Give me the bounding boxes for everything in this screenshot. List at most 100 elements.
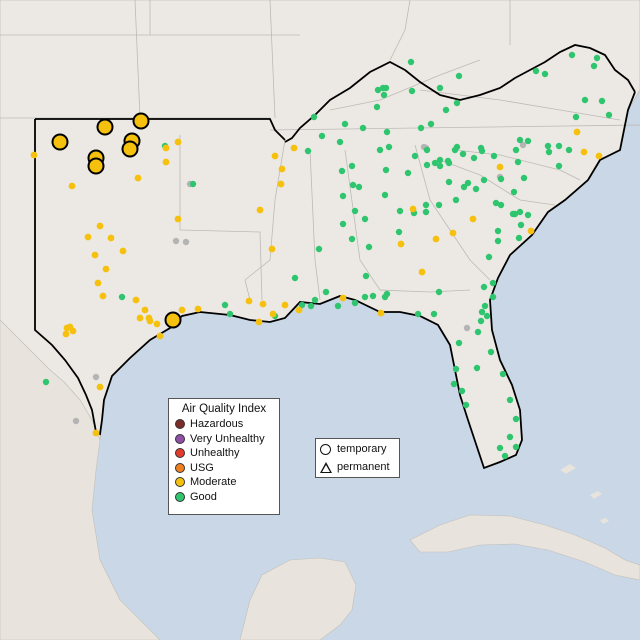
monitor-moderate[interactable] xyxy=(256,206,264,214)
monitor-good[interactable] xyxy=(338,167,346,175)
monitor-good[interactable] xyxy=(598,97,606,105)
monitor-good[interactable] xyxy=(382,84,390,92)
monitor-good[interactable] xyxy=(430,310,438,318)
monitor-good[interactable] xyxy=(221,301,229,309)
monitor-moderate[interactable] xyxy=(134,174,142,182)
monitor-good[interactable] xyxy=(374,86,382,94)
monitor-good[interactable] xyxy=(492,199,500,207)
monitor-good[interactable] xyxy=(462,401,470,409)
monitor-good[interactable] xyxy=(445,178,453,186)
monitor-good[interactable] xyxy=(376,146,384,154)
monitor-good[interactable] xyxy=(474,328,482,336)
monitor-good[interactable] xyxy=(341,120,349,128)
monitor-moderate-temporary[interactable] xyxy=(132,112,150,130)
monitor-good[interactable] xyxy=(322,288,330,296)
monitor-good[interactable] xyxy=(423,146,431,154)
monitor-good[interactable] xyxy=(435,201,443,209)
monitor-good[interactable] xyxy=(318,132,326,140)
monitor-moderate[interactable] xyxy=(277,180,285,188)
monitor-good[interactable] xyxy=(395,228,403,236)
monitor-good[interactable] xyxy=(417,124,425,132)
monitor-good[interactable] xyxy=(411,152,419,160)
monitor-moderate[interactable] xyxy=(573,128,581,136)
monitor-moderate[interactable] xyxy=(595,152,603,160)
monitor-good[interactable] xyxy=(452,365,460,373)
monitor-good[interactable] xyxy=(464,179,472,187)
monitor-moderate[interactable] xyxy=(99,292,107,300)
monitor-nodata[interactable] xyxy=(463,324,471,332)
monitor-moderate[interactable] xyxy=(146,317,154,325)
monitor-moderate[interactable] xyxy=(290,144,298,152)
monitor-moderate[interactable] xyxy=(68,182,76,190)
monitor-good[interactable] xyxy=(42,378,50,386)
monitor-moderate-temporary[interactable] xyxy=(87,157,105,175)
monitor-good[interactable] xyxy=(455,72,463,80)
monitor-good[interactable] xyxy=(473,364,481,372)
monitor-moderate-temporary[interactable] xyxy=(164,311,182,329)
monitor-good[interactable] xyxy=(512,146,520,154)
monitor-moderate[interactable] xyxy=(91,251,99,259)
monitor-good[interactable] xyxy=(452,196,460,204)
monitor-moderate[interactable] xyxy=(174,215,182,223)
monitor-good[interactable] xyxy=(514,158,522,166)
monitor-good[interactable] xyxy=(348,235,356,243)
monitor-moderate[interactable] xyxy=(84,233,92,241)
monitor-good[interactable] xyxy=(470,154,478,162)
monitor-moderate[interactable] xyxy=(255,318,263,326)
monitor-good[interactable] xyxy=(524,211,532,219)
monitor-good[interactable] xyxy=(362,272,370,280)
monitor-good[interactable] xyxy=(516,208,524,216)
monitor-good[interactable] xyxy=(515,234,523,242)
monitor-good[interactable] xyxy=(458,387,466,395)
monitor-moderate[interactable] xyxy=(132,296,140,304)
monitor-good[interactable] xyxy=(385,143,393,151)
monitor-good[interactable] xyxy=(351,207,359,215)
monitor-good[interactable] xyxy=(369,292,377,300)
monitor-good[interactable] xyxy=(506,433,514,441)
monitor-moderate[interactable] xyxy=(162,158,170,166)
monitor-good[interactable] xyxy=(351,299,359,307)
monitor-moderate[interactable] xyxy=(96,222,104,230)
monitor-moderate[interactable] xyxy=(496,163,504,171)
monitor-moderate[interactable] xyxy=(194,305,202,313)
monitor-moderate[interactable] xyxy=(268,245,276,253)
monitor-good[interactable] xyxy=(423,161,431,169)
monitor-good[interactable] xyxy=(565,146,573,154)
monitor-good[interactable] xyxy=(501,452,509,460)
monitor-good[interactable] xyxy=(524,137,532,145)
monitor-good[interactable] xyxy=(496,444,504,452)
monitor-good[interactable] xyxy=(382,166,390,174)
monitor-good[interactable] xyxy=(383,128,391,136)
monitor-good[interactable] xyxy=(481,302,489,310)
monitor-moderate[interactable] xyxy=(259,300,267,308)
monitor-moderate[interactable] xyxy=(69,327,77,335)
monitor-good[interactable] xyxy=(373,103,381,111)
monitor-good[interactable] xyxy=(404,169,412,177)
monitor-moderate[interactable] xyxy=(136,314,144,322)
monitor-good[interactable] xyxy=(572,113,580,121)
monitor-moderate[interactable] xyxy=(449,229,457,237)
monitor-good[interactable] xyxy=(355,183,363,191)
monitor-good[interactable] xyxy=(453,99,461,107)
monitor-moderate[interactable] xyxy=(580,148,588,156)
monitor-good[interactable] xyxy=(422,208,430,216)
monitor-good[interactable] xyxy=(517,221,525,229)
monitor-moderate[interactable] xyxy=(397,240,405,248)
monitor-good[interactable] xyxy=(442,106,450,114)
monitor-moderate[interactable] xyxy=(418,268,426,276)
monitor-nodata[interactable] xyxy=(519,141,527,149)
monitor-good[interactable] xyxy=(605,111,613,119)
monitor-good[interactable] xyxy=(499,370,507,378)
monitor-good[interactable] xyxy=(490,152,498,160)
monitor-moderate[interactable] xyxy=(94,279,102,287)
monitor-good[interactable] xyxy=(431,159,439,167)
monitor-moderate[interactable] xyxy=(295,306,303,314)
monitor-good[interactable] xyxy=(408,87,416,95)
monitor-moderate-temporary[interactable] xyxy=(96,118,114,136)
monitor-good[interactable] xyxy=(311,296,319,304)
monitor-good[interactable] xyxy=(497,201,505,209)
monitor-good[interactable] xyxy=(460,183,468,191)
monitor-nodata[interactable] xyxy=(92,373,100,381)
monitor-moderate[interactable] xyxy=(92,429,100,437)
